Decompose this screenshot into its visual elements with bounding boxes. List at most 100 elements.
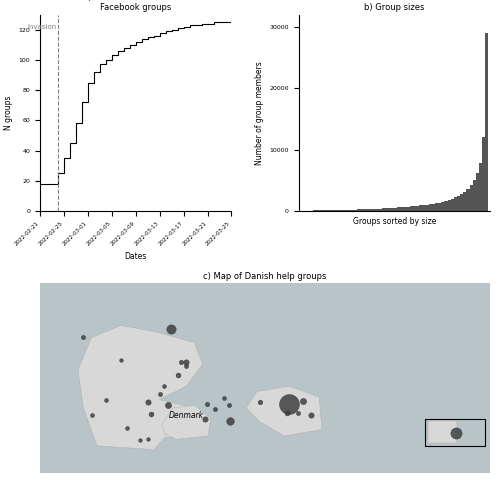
- Bar: [376, 208, 378, 211]
- Bar: [347, 210, 350, 211]
- Bar: [400, 207, 404, 211]
- Bar: [442, 202, 444, 211]
- X-axis label: Dates: Dates: [124, 253, 147, 261]
- Bar: [341, 210, 344, 211]
- Text: Denmark: Denmark: [169, 412, 204, 420]
- Point: [174, 371, 182, 379]
- Bar: [338, 210, 341, 211]
- Point: [210, 405, 218, 413]
- Point: [307, 411, 315, 419]
- Point: [256, 399, 264, 406]
- Bar: [479, 163, 482, 211]
- Bar: [470, 185, 472, 211]
- Bar: [332, 210, 334, 211]
- Point: [286, 399, 294, 407]
- Bar: [319, 210, 322, 211]
- Title: a) Cumulative number of
Facebook groups: a) Cumulative number of Facebook groups: [83, 0, 188, 13]
- Y-axis label: Number of group members: Number of group members: [254, 61, 264, 165]
- Bar: [460, 194, 464, 211]
- Bar: [432, 204, 435, 211]
- Bar: [420, 206, 422, 211]
- Point: [299, 397, 307, 405]
- Point: [88, 411, 96, 419]
- Bar: [464, 191, 466, 211]
- Bar: [451, 199, 454, 211]
- Point: [144, 399, 152, 406]
- Bar: [322, 210, 325, 211]
- Point: [182, 358, 190, 365]
- Bar: [344, 210, 347, 211]
- Bar: [448, 200, 451, 211]
- Bar: [457, 196, 460, 211]
- Polygon shape: [78, 326, 211, 450]
- X-axis label: Groups sorted by size: Groups sorted by size: [352, 217, 436, 226]
- Point: [156, 390, 164, 398]
- Point: [203, 399, 211, 407]
- Bar: [325, 210, 328, 211]
- Bar: [312, 210, 316, 211]
- Bar: [454, 197, 457, 211]
- Bar: [472, 180, 476, 211]
- Point: [122, 425, 130, 433]
- Bar: [476, 173, 479, 211]
- Bar: [369, 209, 372, 211]
- Bar: [416, 206, 420, 211]
- Bar: [388, 208, 391, 211]
- Bar: [429, 204, 432, 211]
- Point: [136, 436, 144, 444]
- Point: [294, 409, 302, 417]
- Bar: [378, 208, 382, 211]
- Point: [160, 382, 168, 390]
- Bar: [482, 138, 486, 211]
- Point: [102, 396, 110, 403]
- Point: [452, 429, 460, 437]
- Bar: [404, 207, 407, 211]
- Bar: [316, 210, 319, 211]
- Point: [282, 409, 290, 417]
- Point: [177, 358, 185, 365]
- Point: [182, 362, 190, 369]
- Bar: [438, 203, 442, 211]
- Bar: [356, 209, 360, 211]
- Polygon shape: [162, 405, 211, 439]
- Bar: [328, 210, 332, 211]
- Point: [220, 394, 228, 402]
- Point: [118, 356, 126, 364]
- Point: [147, 411, 155, 418]
- Bar: [398, 208, 400, 211]
- Bar: [410, 207, 413, 211]
- Bar: [413, 206, 416, 211]
- Bar: [360, 209, 363, 211]
- Bar: [372, 209, 376, 211]
- Bar: [385, 208, 388, 211]
- Point: [224, 401, 232, 409]
- Point: [226, 417, 234, 425]
- Polygon shape: [428, 421, 458, 443]
- Title: b) Group sizes: b) Group sizes: [364, 3, 424, 13]
- Y-axis label: N groups: N groups: [4, 96, 13, 130]
- FancyBboxPatch shape: [40, 283, 490, 473]
- Text: Invasion: Invasion: [27, 24, 56, 31]
- Point: [202, 415, 209, 423]
- Polygon shape: [246, 386, 322, 436]
- Bar: [435, 203, 438, 211]
- Bar: [310, 210, 312, 211]
- Bar: [354, 209, 356, 211]
- Bar: [334, 210, 338, 211]
- Point: [144, 435, 152, 443]
- Point: [164, 401, 172, 409]
- Title: c) Map of Danish help groups: c) Map of Danish help groups: [204, 272, 326, 281]
- Bar: [444, 201, 448, 211]
- Bar: [426, 205, 429, 211]
- Bar: [425, 419, 484, 446]
- Bar: [366, 209, 369, 211]
- Bar: [394, 208, 398, 211]
- Bar: [486, 33, 488, 211]
- Bar: [422, 205, 426, 211]
- Point: [167, 325, 175, 333]
- Point: [80, 333, 88, 341]
- Bar: [466, 189, 469, 211]
- Bar: [407, 207, 410, 211]
- Bar: [391, 208, 394, 211]
- Bar: [350, 209, 354, 211]
